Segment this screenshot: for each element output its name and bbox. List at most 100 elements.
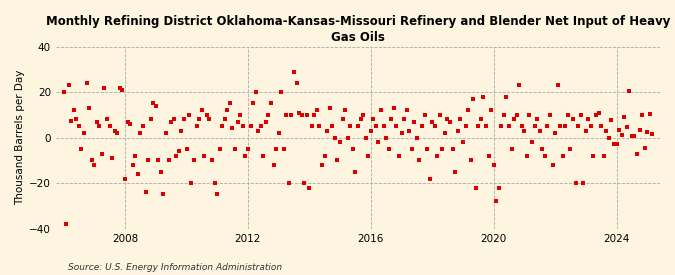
Point — [68, 108, 79, 112]
Point — [345, 124, 356, 128]
Title: Monthly Refining District Oklahoma-Kansas-Missouri Refinery and Blender Net Inpu: Monthly Refining District Oklahoma-Kansa… — [46, 15, 670, 44]
Point — [161, 131, 171, 135]
Point — [99, 85, 110, 90]
Point — [394, 154, 404, 158]
Point — [621, 125, 632, 129]
Point — [601, 129, 612, 133]
Point — [472, 124, 483, 128]
Point — [212, 192, 223, 197]
Point — [516, 124, 527, 128]
Point — [645, 112, 655, 117]
Point — [526, 140, 537, 144]
Point — [611, 142, 622, 147]
Point — [115, 85, 126, 90]
Point — [460, 124, 471, 128]
Point — [609, 142, 620, 146]
Point — [491, 199, 502, 204]
Point — [248, 101, 259, 106]
Point — [593, 110, 604, 115]
Point — [335, 140, 346, 144]
Point — [365, 129, 376, 133]
Point — [138, 124, 148, 128]
Point — [314, 124, 325, 128]
Point — [375, 108, 386, 112]
Point — [422, 147, 433, 151]
Point — [332, 158, 343, 163]
Point — [348, 147, 358, 151]
Point — [196, 108, 207, 112]
Point — [458, 140, 468, 144]
Point — [614, 128, 624, 132]
Point — [92, 119, 103, 124]
Point — [130, 154, 140, 158]
Point — [306, 124, 317, 128]
Point — [575, 113, 586, 117]
Point — [532, 117, 543, 122]
Point — [504, 124, 514, 128]
Point — [89, 163, 100, 167]
Point — [325, 106, 335, 110]
Point — [135, 131, 146, 135]
Point — [560, 124, 570, 128]
Point — [558, 154, 568, 158]
Point — [71, 117, 82, 122]
Point — [252, 129, 263, 133]
Point — [562, 113, 573, 117]
Point — [401, 108, 412, 112]
Point — [61, 222, 72, 226]
Point — [534, 129, 545, 133]
Point — [76, 147, 87, 151]
Point — [568, 117, 578, 122]
Point — [178, 117, 189, 122]
Point — [639, 145, 650, 150]
Point — [483, 154, 494, 158]
Point — [79, 131, 90, 135]
Point — [284, 181, 294, 185]
Point — [107, 156, 117, 160]
Point — [268, 163, 279, 167]
Point — [184, 113, 194, 117]
Point — [242, 147, 253, 151]
Point — [352, 124, 363, 128]
Point — [86, 158, 97, 163]
Point — [455, 117, 466, 122]
Point — [542, 124, 553, 128]
Point — [514, 83, 524, 87]
Point — [419, 113, 430, 117]
Point — [265, 101, 276, 106]
Point — [493, 185, 504, 190]
Point — [245, 124, 256, 128]
Point — [215, 147, 225, 151]
Point — [595, 124, 606, 128]
Point — [442, 117, 453, 122]
Point — [450, 170, 460, 174]
Point — [273, 131, 284, 135]
Point — [119, 176, 130, 181]
Point — [58, 90, 69, 95]
Point — [524, 113, 535, 117]
Point — [81, 81, 92, 85]
Point — [547, 163, 558, 167]
Point — [338, 117, 348, 122]
Point — [585, 124, 596, 128]
Point — [145, 117, 156, 122]
Point — [163, 158, 174, 163]
Point — [84, 106, 95, 110]
Point — [299, 181, 310, 185]
Point — [204, 117, 215, 122]
Point — [537, 147, 547, 151]
Point — [173, 149, 184, 153]
Point — [350, 170, 360, 174]
Point — [128, 163, 138, 167]
Point — [475, 117, 486, 122]
Point — [406, 147, 417, 151]
Point — [468, 97, 479, 101]
Point — [629, 134, 640, 138]
Point — [373, 140, 384, 144]
Point — [104, 124, 115, 128]
Point — [322, 129, 333, 133]
Point — [355, 117, 366, 122]
Point — [255, 124, 266, 128]
Point — [358, 113, 369, 117]
Point — [230, 147, 240, 151]
